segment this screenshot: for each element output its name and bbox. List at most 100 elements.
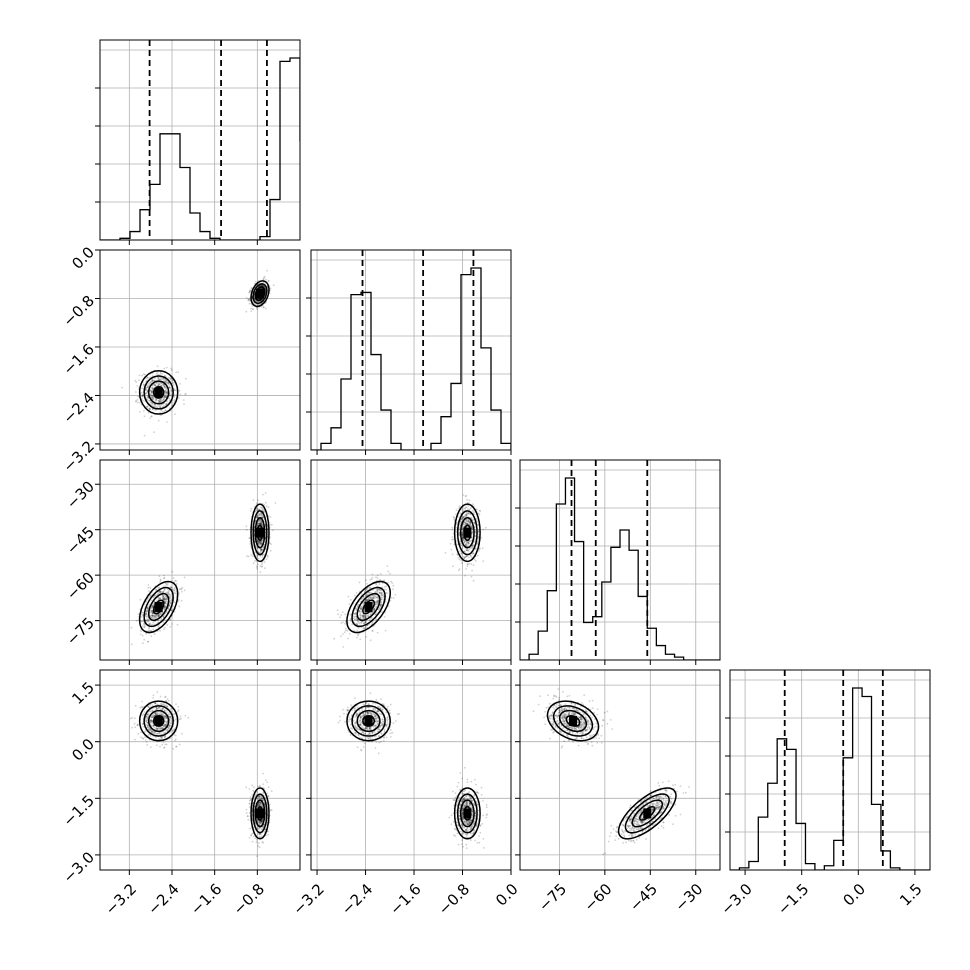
sample-point	[175, 738, 177, 741]
sample-point	[258, 795, 261, 798]
contour-level-2	[254, 516, 266, 549]
sample-point	[375, 618, 377, 620]
sample-point	[155, 382, 158, 385]
sample-point	[370, 578, 373, 580]
sample-point	[169, 715, 172, 718]
sample-point	[164, 387, 167, 389]
panel-3-0: −3.0−1.50.01.5−3.2 −2.4 −1.6 −0.8	[60, 669, 301, 919]
sample-point	[470, 556, 473, 559]
contour-level-1	[143, 705, 174, 737]
sample-point	[151, 615, 154, 618]
sample-point	[252, 789, 255, 792]
sample-point	[469, 554, 472, 557]
sample-point	[463, 550, 466, 553]
sample-point	[464, 515, 467, 518]
sample-point	[259, 543, 262, 545]
sample-point	[150, 395, 152, 398]
sample-point	[376, 595, 379, 598]
sample-point	[391, 582, 394, 584]
sample-point	[154, 702, 157, 704]
sample-point	[174, 734, 177, 737]
sample-point	[260, 513, 263, 516]
sample-point	[375, 602, 377, 605]
sample-point	[466, 522, 468, 525]
sample-point	[369, 596, 372, 599]
sample-point	[475, 547, 478, 550]
sample-point	[379, 607, 381, 610]
sample-point	[364, 614, 366, 617]
sample-point	[462, 517, 465, 519]
sample-point	[461, 534, 463, 536]
sample-point	[261, 556, 264, 558]
sample-point	[258, 801, 260, 804]
sample-point	[183, 403, 185, 405]
sample-point	[463, 507, 466, 510]
sample-point	[154, 712, 157, 714]
sample-point	[146, 386, 149, 389]
sample-point	[164, 389, 167, 392]
sample-point	[374, 613, 377, 616]
sample-point	[457, 556, 460, 559]
sample-point	[163, 607, 166, 610]
sample-point	[140, 613, 143, 616]
sample-point	[259, 565, 262, 567]
sample-point	[360, 614, 363, 617]
sample-point	[467, 521, 470, 523]
sample-point	[355, 609, 358, 612]
sample-point	[160, 382, 163, 385]
sample-point	[363, 590, 366, 592]
sample-point	[269, 287, 272, 290]
sample-point	[150, 415, 153, 418]
sample-point	[256, 515, 259, 518]
panel-1-0: −3.2−2.4−1.6−0.80.0	[60, 243, 301, 476]
sample-point	[387, 570, 390, 573]
sample-point	[133, 722, 136, 725]
sample-point	[154, 588, 157, 591]
sample-point	[464, 506, 467, 509]
sample-point	[176, 623, 179, 626]
sample-point	[380, 603, 382, 606]
sample-point	[466, 563, 469, 566]
sample-point	[468, 556, 470, 559]
sample-point	[376, 602, 378, 605]
sample-point	[161, 707, 164, 710]
sample-point	[471, 553, 474, 555]
sample-point	[259, 541, 261, 543]
sample-point	[378, 588, 380, 590]
sample-point	[157, 376, 159, 379]
sample-point	[378, 583, 381, 586]
sample-point	[261, 539, 263, 542]
sample-point	[376, 600, 379, 603]
sample-point	[467, 544, 469, 547]
sample-point	[164, 602, 166, 604]
sample-point	[477, 531, 480, 533]
sample-point	[168, 383, 171, 385]
sample-point	[156, 727, 159, 730]
sample-point	[159, 612, 162, 615]
sample-point	[163, 732, 165, 735]
sample-point	[371, 630, 374, 632]
sample-point	[130, 626, 133, 629]
sample-point	[260, 565, 263, 568]
sample-point	[248, 291, 251, 294]
sample-point	[370, 611, 373, 614]
sample-point	[248, 302, 251, 305]
contour-level-0	[138, 580, 179, 634]
sample-point	[141, 398, 143, 400]
sample-point	[257, 303, 259, 306]
sample-point	[162, 595, 165, 598]
sample-point	[163, 577, 166, 579]
sample-point	[384, 629, 387, 632]
sample-point	[461, 537, 464, 540]
sample-point	[157, 625, 160, 627]
sample-point	[165, 597, 167, 600]
sample-point	[147, 706, 150, 708]
sample-point	[255, 503, 258, 505]
sample-point	[161, 611, 164, 614]
sample-point	[467, 505, 469, 507]
sample-point	[154, 702, 157, 705]
sample-point	[341, 633, 344, 635]
sample-point	[380, 596, 382, 598]
sample-point	[163, 614, 166, 616]
sample-point	[151, 710, 154, 712]
